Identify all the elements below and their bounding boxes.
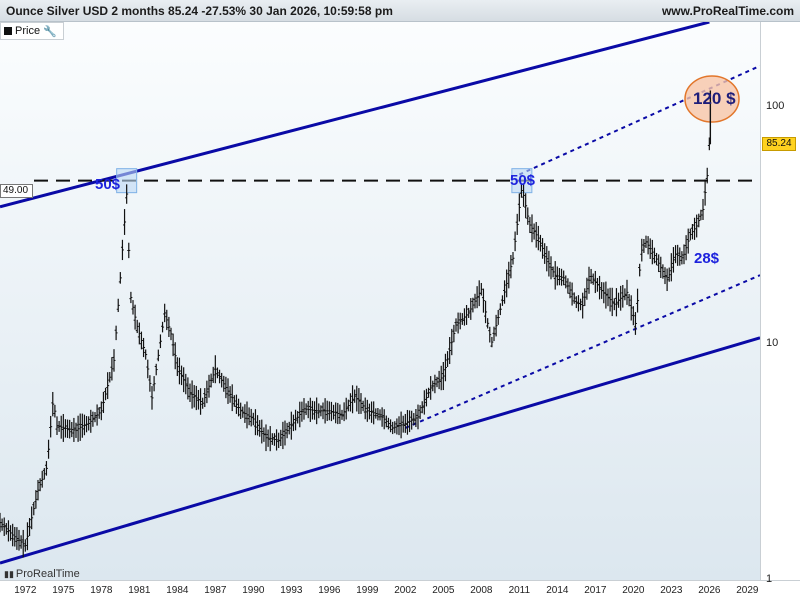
x-tick-label-1987: 1987 bbox=[204, 585, 227, 596]
x-tick-label-1984: 1984 bbox=[166, 585, 189, 596]
chart-title: Ounce Silver USD 2 months 85.24 -27.53% … bbox=[6, 4, 393, 18]
x-tick-label-1996: 1996 bbox=[318, 585, 341, 596]
x-tick-label-2002: 2002 bbox=[394, 585, 417, 596]
x-tick-label-2023: 2023 bbox=[660, 585, 683, 596]
price-series-swatch bbox=[4, 27, 12, 35]
prorealtime-watermark: ▮▮ ProRealTime bbox=[4, 568, 80, 580]
x-tick-label-2029: 2029 bbox=[736, 585, 759, 596]
annotation-120-target: 120 $ bbox=[693, 89, 736, 108]
x-tick-label-2017: 2017 bbox=[584, 585, 607, 596]
x-tick-label-2005: 2005 bbox=[432, 585, 455, 596]
y-tick-label-100: 100 bbox=[766, 100, 785, 113]
x-tick-label-1999: 1999 bbox=[356, 585, 379, 596]
target-circle bbox=[684, 75, 740, 123]
y-tick-label-10: 10 bbox=[766, 336, 779, 349]
prorealtime-logo-icon: ▮▮ bbox=[4, 568, 14, 579]
price-legend-label: Price bbox=[15, 25, 41, 37]
last-price-tag: 85.24 bbox=[762, 137, 796, 151]
x-tick-label-1975: 1975 bbox=[52, 585, 75, 596]
annotation-50-1980: 50$ bbox=[95, 176, 121, 193]
annotation-50-2011: 50$ bbox=[510, 172, 536, 189]
x-tick-label-2026: 2026 bbox=[698, 585, 721, 596]
x-tick-label-2011: 2011 bbox=[508, 585, 531, 596]
x-tick-label-2020: 2020 bbox=[622, 585, 645, 596]
horizontal-line-label: 49.00 bbox=[0, 184, 33, 198]
site-url[interactable]: www.ProRealTime.com bbox=[661, 4, 794, 18]
x-tick-label-1972: 1972 bbox=[14, 585, 37, 596]
x-tick-label-1993: 1993 bbox=[280, 585, 303, 596]
annotation-28: 28$ bbox=[694, 250, 720, 267]
watermark-label: ProRealTime bbox=[15, 568, 80, 580]
y-axis[interactable] bbox=[760, 22, 800, 580]
x-tick-label-1981: 1981 bbox=[128, 585, 151, 596]
x-tick-label-1978: 1978 bbox=[90, 585, 113, 596]
x-tick-label-2008: 2008 bbox=[470, 585, 493, 596]
wrench-icon[interactable]: 🔧 bbox=[43, 25, 57, 38]
plot-area[interactable] bbox=[0, 22, 760, 580]
dotted-channel-line-3 bbox=[404, 274, 760, 429]
x-tick-label-1990: 1990 bbox=[242, 585, 265, 596]
x-axis[interactable] bbox=[0, 580, 800, 600]
y-tick-label-1: 1 bbox=[766, 573, 773, 585]
x-tick-label-2014: 2014 bbox=[546, 585, 569, 596]
price-chart-svg[interactable] bbox=[0, 22, 760, 580]
price-legend[interactable]: Price 🔧 bbox=[0, 22, 64, 40]
chart-title-bar: Ounce Silver USD 2 months 85.24 -27.53% … bbox=[0, 0, 800, 22]
channel-line-1 bbox=[0, 336, 760, 565]
